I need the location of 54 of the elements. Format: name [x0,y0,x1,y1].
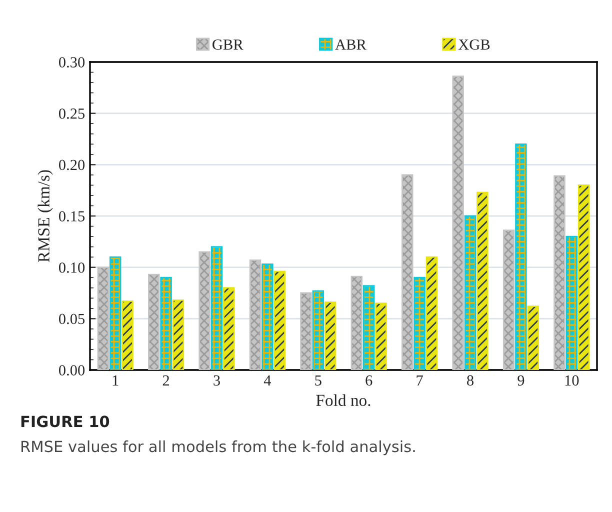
bar [452,76,464,370]
bar [274,270,286,370]
bar [122,300,134,370]
bar [223,287,235,370]
bar [350,276,363,370]
bar [148,274,160,370]
y-tick-label: 0.15 [58,211,85,222]
bar [566,236,578,370]
bar [414,276,426,370]
bar [402,174,414,370]
bar [300,292,312,370]
x-tick-label: 4 [264,375,272,386]
x-tick-label: 9 [518,375,524,386]
bar [515,143,527,370]
bar [109,256,122,370]
bar [464,215,476,370]
text: RMSE values for all models from the k-fold analysis. [22,440,415,456]
x-tick-label: 6 [366,375,372,386]
y-tick-label: 0.20 [58,160,85,170]
bar [312,290,324,370]
bar [97,266,110,370]
y-tick-label: 0.25 [58,108,85,119]
y-tick-label: 0.00 [58,365,85,376]
y-tick-label: 0.05 [58,314,85,324]
bar [554,175,566,370]
bar [362,285,375,370]
bar [375,302,387,370]
x-tick-label: 5 [315,375,322,386]
x-tick-label: 10 [565,375,579,386]
bar [249,259,262,370]
x-tick-label: 2 [162,375,170,386]
x-tick-label: 7 [416,375,423,386]
bar [502,230,515,370]
x-tick-label: 3 [214,375,220,386]
bar [426,256,438,370]
bar [578,184,590,370]
x-tick-label: 8 [467,375,474,386]
bar [172,299,184,370]
x-tick-label: 1 [112,375,118,386]
caption: FIGURE 10 [21,416,110,428]
legend-label: ABR [335,39,366,50]
y-tick-label: 0.10 [58,262,85,273]
legend-label: GBR [212,39,244,50]
bar [160,276,172,370]
legend-label: XGB [458,39,490,50]
bar [324,302,336,370]
bar [262,264,274,370]
y-tick-label: 0.30 [58,57,85,68]
bar [198,251,210,370]
bar [210,246,223,370]
y-axis-title: RMSE (km/s) [38,170,53,262]
bar [476,192,488,370]
x-axis-title: Fold no. [316,394,370,406]
bar [527,306,539,370]
